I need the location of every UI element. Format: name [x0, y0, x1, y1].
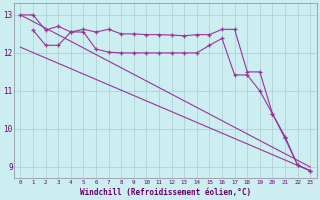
X-axis label: Windchill (Refroidissement éolien,°C): Windchill (Refroidissement éolien,°C)	[80, 188, 251, 197]
